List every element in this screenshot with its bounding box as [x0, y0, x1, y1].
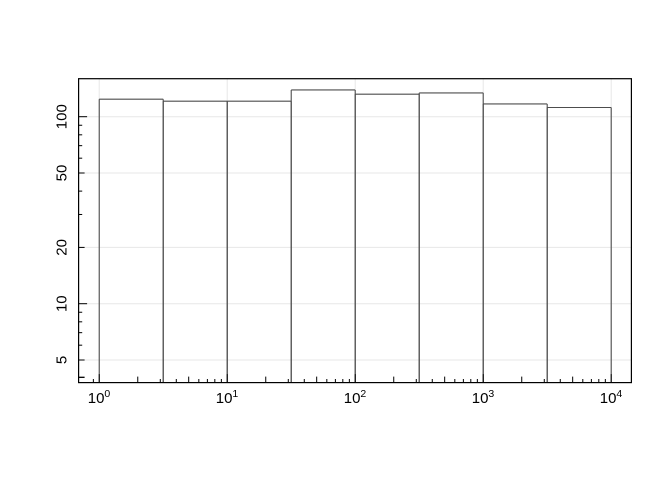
svg-text:50: 50 [54, 165, 71, 182]
svg-text:100: 100 [54, 104, 71, 129]
svg-text:5: 5 [54, 356, 71, 364]
svg-text:20: 20 [54, 239, 71, 256]
svg-text:10: 10 [54, 295, 71, 312]
